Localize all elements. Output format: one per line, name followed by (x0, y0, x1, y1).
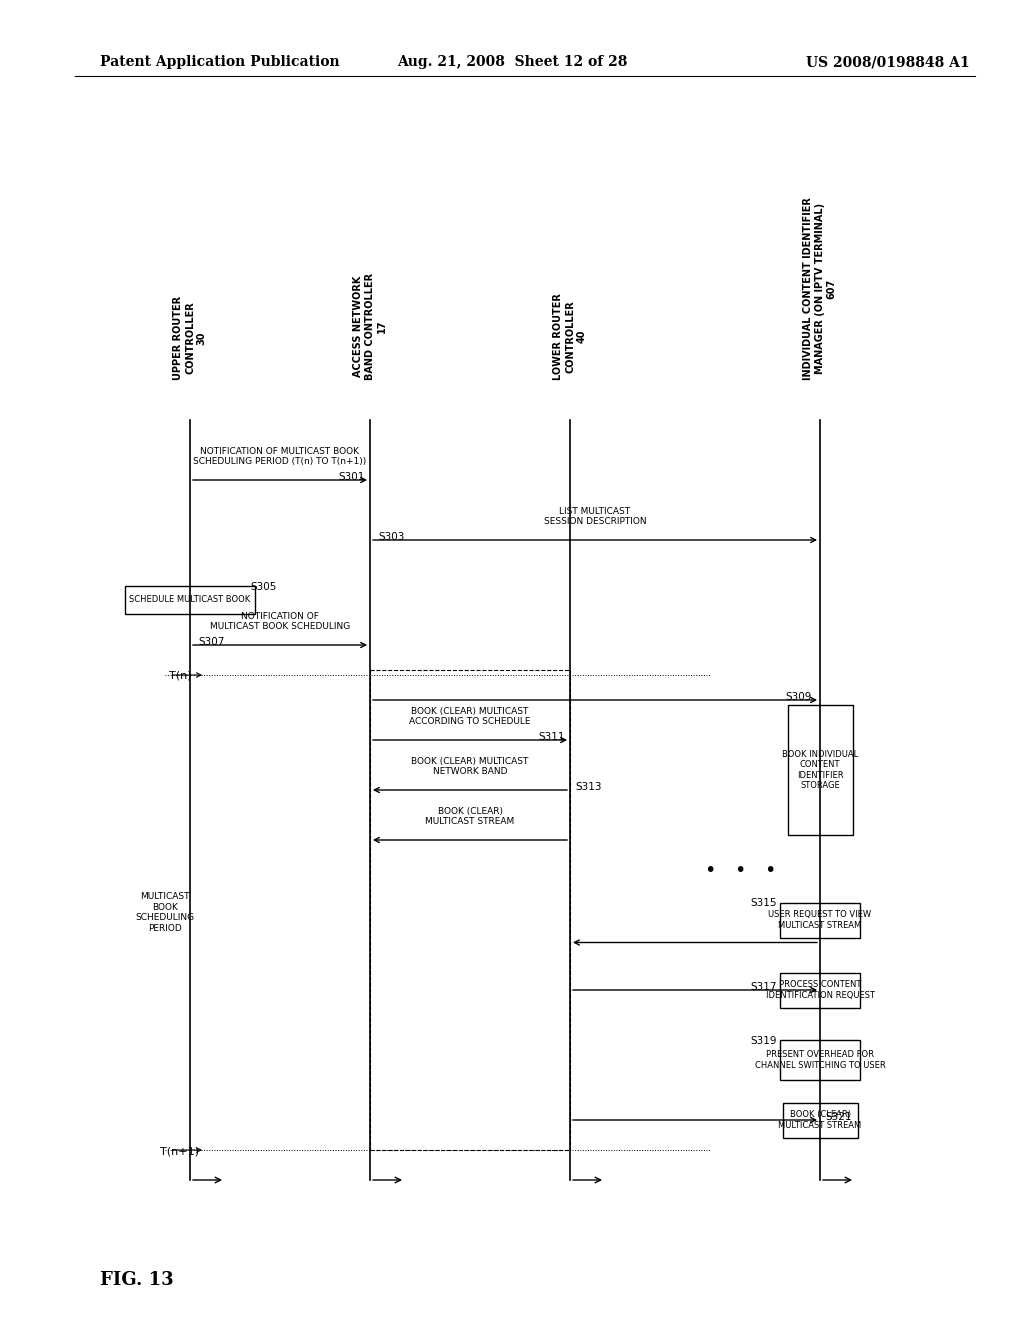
Text: ACCESS NETWORK
BAND CONTROLLER
17: ACCESS NETWORK BAND CONTROLLER 17 (353, 273, 387, 380)
Bar (125, 586, 255, 614)
Text: Aug. 21, 2008  Sheet 12 of 28: Aug. 21, 2008 Sheet 12 of 28 (397, 55, 627, 69)
Text: S311: S311 (539, 733, 565, 742)
Text: S303: S303 (378, 532, 404, 543)
Text: LIST MULTICAST
SESSION DESCRIPTION: LIST MULTICAST SESSION DESCRIPTION (544, 507, 646, 525)
Text: S301: S301 (339, 473, 365, 482)
Text: BOOK INDIVIDUAL
CONTENT
IDENTIFIER
STORAGE: BOOK INDIVIDUAL CONTENT IDENTIFIER STORA… (782, 750, 858, 791)
Text: NOTIFICATION OF MULTICAST BOOK
SCHEDULING PERIOD (T(n) TO T(n+1)): NOTIFICATION OF MULTICAST BOOK SCHEDULIN… (194, 446, 367, 466)
Text: T(n+1): T(n+1) (161, 1146, 200, 1156)
Text: S313: S313 (575, 781, 601, 792)
Text: S305: S305 (250, 582, 276, 591)
Bar (780, 903, 860, 937)
Text: S317: S317 (751, 982, 777, 993)
Bar (780, 973, 860, 1007)
Text: S319: S319 (751, 1036, 777, 1045)
Text: Patent Application Publication: Patent Application Publication (100, 55, 340, 69)
Text: S309: S309 (785, 692, 812, 702)
Text: PRESENT OVERHEAD FOR
CHANNEL SWITCHING TO USER: PRESENT OVERHEAD FOR CHANNEL SWITCHING T… (755, 1051, 886, 1069)
Text: US 2008/0198848 A1: US 2008/0198848 A1 (806, 55, 970, 69)
Text: S307: S307 (198, 638, 224, 647)
Text: INDIVIDUAL CONTENT IDENTIFIER
MANAGER (ON IPTV TERMINAL)
607: INDIVIDUAL CONTENT IDENTIFIER MANAGER (O… (804, 197, 837, 380)
Text: PROCESS CONTENT
IDENTIFICATION REQUEST: PROCESS CONTENT IDENTIFICATION REQUEST (766, 981, 874, 999)
Bar (787, 705, 853, 836)
Bar (782, 1102, 857, 1138)
Text: •: • (705, 861, 716, 879)
Text: UPPER ROUTER
CONTROLLER
30: UPPER ROUTER CONTROLLER 30 (173, 296, 207, 380)
Bar (780, 1040, 860, 1080)
Text: USER REQUEST TO VIEW
MULTICAST STREAM: USER REQUEST TO VIEW MULTICAST STREAM (768, 911, 871, 929)
Text: BOOK (CLEAR)
MULTICAST STREAM: BOOK (CLEAR) MULTICAST STREAM (778, 1110, 861, 1130)
Text: LOWER ROUTER
CONTROLLER
40: LOWER ROUTER CONTROLLER 40 (553, 293, 587, 380)
Text: SCHEDULE MULTICAST BOOK: SCHEDULE MULTICAST BOOK (129, 595, 251, 605)
Text: BOOK (CLEAR) MULTICAST
NETWORK BAND: BOOK (CLEAR) MULTICAST NETWORK BAND (412, 756, 528, 776)
Text: BOOK (CLEAR)
MULTICAST STREAM: BOOK (CLEAR) MULTICAST STREAM (425, 807, 515, 826)
Text: •: • (734, 861, 745, 879)
Text: T(n): T(n) (169, 671, 191, 681)
Text: BOOK (CLEAR) MULTICAST
ACCORDING TO SCHEDULE: BOOK (CLEAR) MULTICAST ACCORDING TO SCHE… (410, 706, 530, 726)
Text: •: • (764, 861, 776, 879)
Text: MULTICAST
BOOK
SCHEDULING
PERIOD: MULTICAST BOOK SCHEDULING PERIOD (135, 892, 195, 933)
Text: S321: S321 (825, 1111, 852, 1122)
Text: S315: S315 (751, 899, 777, 908)
Text: FIG. 13: FIG. 13 (100, 1271, 174, 1290)
Text: NOTIFICATION OF
MULTICAST BOOK SCHEDULING: NOTIFICATION OF MULTICAST BOOK SCHEDULIN… (210, 611, 350, 631)
